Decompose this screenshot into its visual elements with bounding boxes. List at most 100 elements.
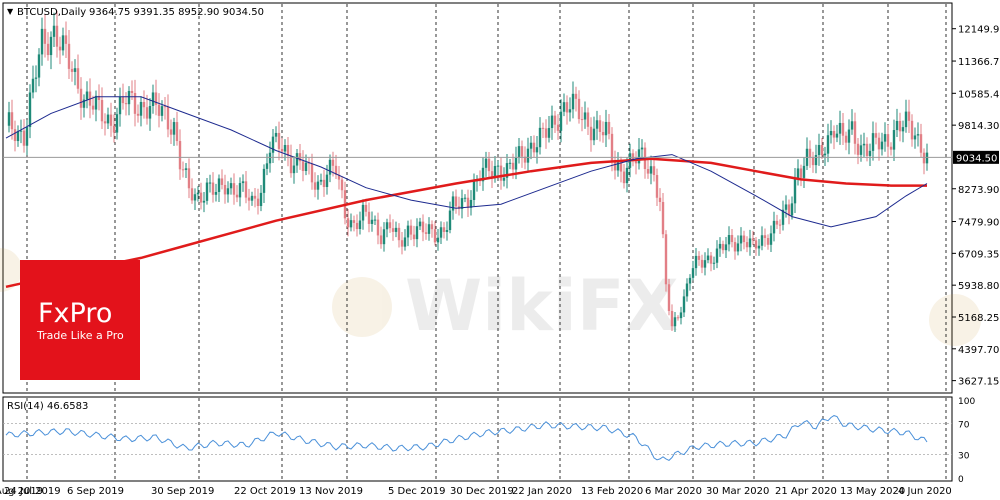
candle-body [61,35,65,51]
candle-body [601,131,605,136]
candle-body [439,227,443,238]
candle-body [796,168,800,179]
candle-body [463,197,467,199]
candle-body [130,90,134,93]
x-tick-label: 21 Apr 2020 [775,486,837,497]
candle-body [871,133,875,151]
x-tick-label: 5 Dec 2019 [388,486,446,497]
candle-body [739,235,743,244]
candle-body [565,102,569,113]
candle-body [511,162,515,170]
candle-body [403,237,407,247]
candle-body [136,113,140,116]
candle-body [262,168,266,193]
price-tick-label: 11366.75 [958,57,1000,68]
rsi-level-label: 0 [958,475,964,485]
candle-body [7,112,11,126]
sma-fast-line [5,96,928,228]
candle-body [145,107,149,119]
price-tick-label: 6709.35 [958,249,999,260]
candle-body [334,165,338,175]
candle-body [733,242,737,252]
candle-body [472,181,476,200]
candle-body [103,121,107,124]
candle-body [544,128,548,138]
candle-body [496,165,500,167]
candle-body [904,111,908,128]
candle-body [433,229,437,243]
candle-body [790,203,794,216]
candle-body [490,171,494,178]
candle-body [787,204,791,216]
candle-body [682,296,686,313]
rsi-level-label: 100 [958,397,975,407]
collapse-arrow-icon[interactable]: ▼ [7,7,14,16]
candle-body [538,127,542,148]
x-tick-label: 4 Jun 2020 [898,486,952,497]
rsi-line [5,415,928,462]
candle-body [340,179,344,191]
candle-body [133,92,137,114]
candle-body [376,219,380,236]
candle-body [760,235,764,246]
candle-body [625,167,629,184]
watermark-emblem-right-icon [929,294,981,346]
candle-body [580,119,584,121]
candle-body [886,134,890,147]
candle-body [139,101,143,116]
candle-body [775,220,779,225]
candle-body [808,148,812,157]
candle-body [307,162,311,164]
candle-body [646,169,650,174]
candle-body [256,198,260,206]
candle-body [226,188,230,195]
rsi-level-label: 70 [958,420,970,430]
candle-body [301,161,305,172]
rsi-plot: 100 70 30 0 [3,397,975,485]
candle-body [100,100,104,122]
candle-body [115,114,119,133]
candle-body [412,234,416,240]
candle-body [526,148,530,163]
candle-body [127,90,131,105]
price-tick-label: 4397.70 [958,345,999,356]
price-tick-label: 12149.90 [958,25,1000,36]
candle-body [319,179,323,182]
candle-body [613,161,617,171]
candle-body [823,153,827,156]
candle-body [235,194,239,198]
candle-body [499,165,503,181]
candle-body [259,192,263,206]
candle-body [523,156,527,163]
price-tick-label: 7479.90 [958,218,999,229]
candle-body [85,91,89,100]
candle-body [772,220,776,234]
candle-body [586,112,590,127]
candle-body [826,135,830,154]
candle-body [631,153,635,161]
candle-body [109,114,113,126]
candle-body [595,120,599,129]
candle-body [76,68,80,89]
candle-body [589,126,593,141]
candle-body [10,112,14,130]
candle-body [853,121,857,144]
candle-body [178,141,182,170]
candle-body [271,136,275,153]
candle-body [199,192,203,203]
candle-body [553,115,557,125]
rsi-pane [2,396,953,482]
candle-body [850,121,854,130]
candle-body [865,143,869,156]
candle-body [820,144,824,156]
candle-body [436,237,440,243]
candle-body [667,284,671,311]
candle-body [712,262,716,264]
candle-body [694,255,698,269]
candle-body [385,222,389,230]
candle-body [727,235,731,245]
candle-body [97,95,101,101]
candle-body [673,317,677,327]
candle-body [202,200,206,203]
candle-body [454,196,458,207]
